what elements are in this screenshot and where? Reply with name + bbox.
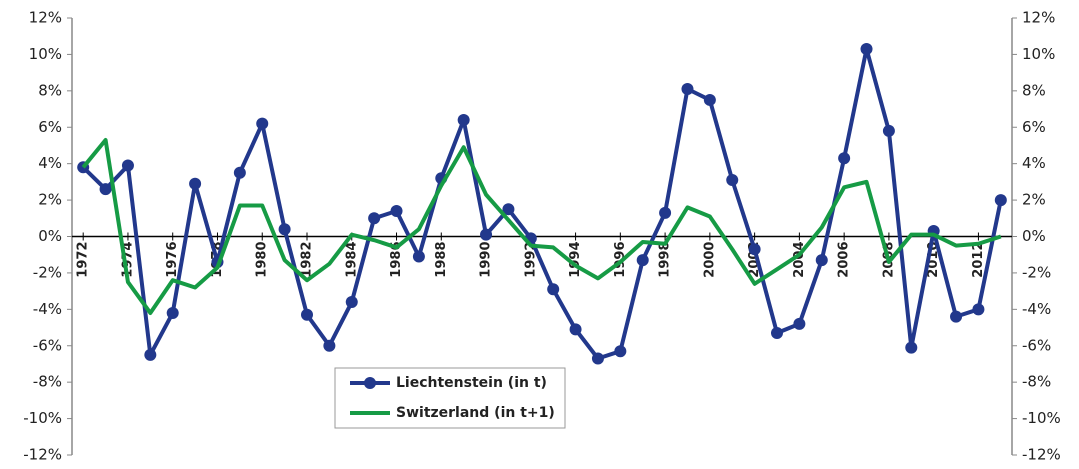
series-marker xyxy=(345,296,358,309)
x-tick-label: 1982 xyxy=(300,242,315,278)
series-marker xyxy=(278,223,291,236)
series-marker xyxy=(591,352,604,365)
y-tick-label: 0% xyxy=(38,227,62,245)
y-tick-label: -8% xyxy=(33,373,62,391)
x-tick-label: 2006 xyxy=(837,242,852,278)
y2-tick-label: -4% xyxy=(1022,300,1051,318)
series-marker xyxy=(189,177,202,190)
y-tick-label: -4% xyxy=(33,300,62,318)
x-tick-label: 2000 xyxy=(702,242,717,278)
y2-tick-label: -2% xyxy=(1022,263,1051,281)
y-tick-label: 4% xyxy=(38,154,62,172)
series-marker xyxy=(726,174,739,187)
series-marker xyxy=(323,339,336,352)
series-marker xyxy=(368,212,381,225)
series-marker xyxy=(994,194,1007,207)
series-marker xyxy=(838,152,851,165)
series-marker xyxy=(569,323,582,336)
y-tick-label: 2% xyxy=(38,191,62,209)
y-tick-label: 8% xyxy=(38,81,62,99)
x-tick-label: 1998 xyxy=(658,242,673,278)
y-tick-label: 12% xyxy=(29,9,62,27)
y-tick-label: -6% xyxy=(33,336,62,354)
series-marker xyxy=(748,243,761,256)
series-line xyxy=(81,46,1003,361)
series-marker xyxy=(166,306,179,319)
series-marker xyxy=(950,310,963,323)
series-marker xyxy=(121,159,134,172)
series-marker xyxy=(390,205,403,218)
y2-tick-label: 8% xyxy=(1022,81,1046,99)
y-tick-label: -10% xyxy=(23,409,62,427)
series-marker xyxy=(457,113,470,126)
x-tick-label: 1988 xyxy=(434,242,449,278)
series-marker xyxy=(659,206,672,219)
series-marker xyxy=(301,308,313,321)
y2-tick-label: -6% xyxy=(1022,336,1051,354)
x-tick-label: 1976 xyxy=(165,242,180,278)
series-marker xyxy=(882,124,895,137)
y-tick-label: 10% xyxy=(29,45,62,63)
y2-tick-label: 6% xyxy=(1022,118,1046,136)
y2-tick-label: 2% xyxy=(1022,191,1046,209)
series-marker xyxy=(144,348,157,361)
legend-marker xyxy=(364,377,376,389)
series-marker xyxy=(972,303,985,316)
series-marker xyxy=(502,203,515,216)
legend-label: Switzerland (in t+1) xyxy=(396,405,555,421)
series-marker xyxy=(480,228,493,241)
series-marker xyxy=(99,183,112,196)
series-marker xyxy=(793,317,806,330)
series-marker xyxy=(905,341,918,354)
series-marker xyxy=(771,327,783,340)
x-tick-label: 1980 xyxy=(255,242,270,278)
y-tick-label: 6% xyxy=(38,118,62,136)
x-tick-label: 1972 xyxy=(76,242,91,278)
x-tick-label: 2012 xyxy=(971,242,986,278)
series-marker xyxy=(636,254,649,267)
series-marker xyxy=(614,345,627,358)
series-marker xyxy=(703,93,716,106)
series-marker xyxy=(681,83,694,96)
legend-label: Liechtenstein (in t) xyxy=(396,375,547,391)
legend-box xyxy=(334,367,566,429)
y2-tick-label: 0% xyxy=(1022,227,1046,245)
series-marker xyxy=(547,283,560,296)
y-tick-label: -2% xyxy=(33,263,62,281)
y2-tick-label: -12% xyxy=(1022,446,1061,464)
series-marker xyxy=(256,117,269,130)
y2-tick-label: 4% xyxy=(1022,154,1046,172)
series-marker xyxy=(860,42,873,55)
y2-tick-label: 10% xyxy=(1022,45,1055,63)
y-tick-label: -12% xyxy=(23,446,62,464)
series-marker xyxy=(815,254,828,267)
y2-tick-label: -10% xyxy=(1022,409,1061,427)
x-tick-label: 1986 xyxy=(389,242,404,278)
series-marker xyxy=(233,166,246,179)
y2-tick-label: 12% xyxy=(1022,9,1055,27)
series-line xyxy=(81,137,1002,315)
x-tick-label: 1990 xyxy=(479,242,494,278)
y2-tick-label: -8% xyxy=(1022,373,1051,391)
x-tick-label: 1984 xyxy=(344,242,359,278)
series-marker xyxy=(412,250,425,263)
